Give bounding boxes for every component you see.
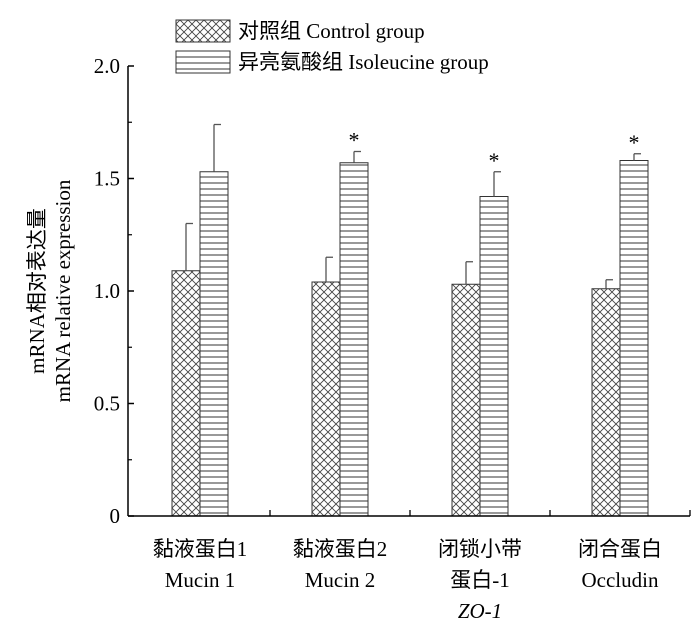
bar <box>479 196 509 517</box>
y-tick-label: 1.5 <box>94 167 120 191</box>
x-tick-label: Mucin 1 <box>165 568 236 592</box>
y-axis-label-line: mRNA相对表达量 <box>25 208 49 374</box>
bars: * * * <box>171 123 649 517</box>
bar <box>171 270 201 517</box>
x-tick-label: 闭合蛋白 <box>578 537 662 561</box>
bar <box>339 162 369 517</box>
bar <box>199 171 229 517</box>
x-tick-label: 蛋白-1 <box>450 568 510 592</box>
legend-label: 异亮氨酸组 Isoleucine group <box>238 50 489 74</box>
bar <box>591 288 621 517</box>
significance-marker: * <box>629 130 640 155</box>
y-tick-label: 2.0 <box>94 54 120 78</box>
y-axis-label: mRNA相对表达量 mRNA relative expression <box>25 179 75 402</box>
x-tick-label: Mucin 2 <box>305 568 376 592</box>
y-tick-label: 1.0 <box>94 279 120 303</box>
legend-label: 对照组 Control group <box>238 19 425 43</box>
y-axis-label-line: mRNA relative expression <box>51 179 75 402</box>
bar <box>451 283 481 517</box>
bar <box>311 281 341 517</box>
x-tick-label: ZO-1 <box>458 599 502 623</box>
x-tick-label: 闭锁小带 <box>438 537 522 561</box>
legend-swatch <box>175 50 231 74</box>
significance-marker: * <box>489 148 500 173</box>
y-tick-label: 0.5 <box>94 392 120 416</box>
legend: 对照组 Control group 异亮氨酸组 Isoleucine group <box>175 19 489 74</box>
bar <box>619 160 649 517</box>
x-tick-label: 黏液蛋白1 <box>153 537 248 561</box>
significance-marker: * <box>349 128 360 153</box>
legend-swatch <box>175 19 231 43</box>
y-tick-label: 0 <box>110 504 121 528</box>
x-tick-label: 黏液蛋白2 <box>293 537 388 561</box>
y-axis: 0 0.5 1.0 1.5 2.0 <box>94 54 134 528</box>
x-tick-label: Occludin <box>582 568 659 592</box>
